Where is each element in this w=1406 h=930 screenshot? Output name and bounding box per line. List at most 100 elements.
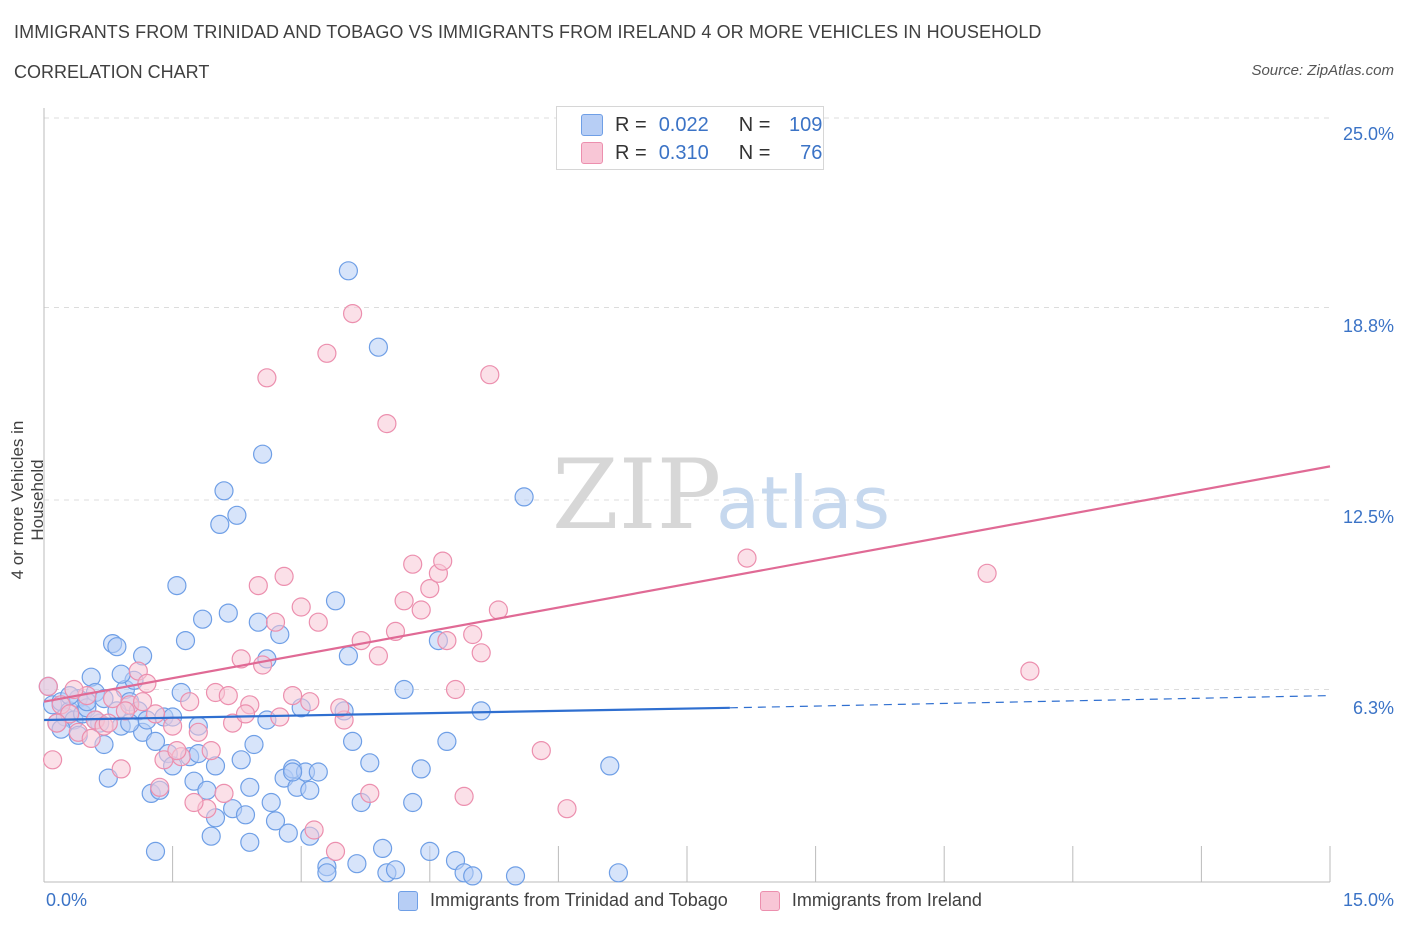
data-point-trinidad xyxy=(308,762,328,782)
data-point-trinidad xyxy=(111,664,131,684)
data-point-trinidad xyxy=(514,487,534,507)
data-point-trinidad xyxy=(107,637,127,657)
data-point-ireland xyxy=(38,676,58,697)
legend-label-ireland: Immigrants from Ireland xyxy=(791,890,982,910)
data-point-trinidad xyxy=(437,731,457,752)
data-point-trinidad xyxy=(210,514,230,535)
data-point-ireland xyxy=(291,597,311,617)
data-point-ireland xyxy=(325,841,346,862)
data-point-trinidad xyxy=(278,823,298,843)
swatch-trinidad xyxy=(581,114,603,136)
data-point-trinidad xyxy=(214,481,234,501)
data-point-trinidad xyxy=(201,826,221,846)
chart-subtitle: CORRELATION CHART xyxy=(14,62,210,82)
data-point-trinidad xyxy=(265,811,286,831)
data-point-ireland xyxy=(274,566,294,587)
data-point-ireland xyxy=(343,304,363,324)
data-point-ireland xyxy=(163,716,183,736)
trend-line-ireland xyxy=(43,465,1331,703)
data-point-ireland xyxy=(445,679,466,700)
data-point-ireland xyxy=(737,548,757,568)
watermark-atlas: atlas xyxy=(716,461,890,545)
data-point-ireland xyxy=(300,692,320,712)
data-point-ireland xyxy=(471,643,491,663)
data-point-ireland xyxy=(377,414,397,434)
data-point-ireland xyxy=(351,630,371,651)
data-point-ireland xyxy=(454,786,474,807)
data-point-trinidad xyxy=(145,841,166,862)
data-point-ireland xyxy=(180,692,200,712)
data-point-ireland xyxy=(308,612,328,632)
data-point-trinidad xyxy=(98,768,118,788)
legend-label-trinidad: Immigrants from Trinidad and Tobago xyxy=(430,890,728,910)
data-point-ireland xyxy=(223,713,243,733)
r-label: R = xyxy=(615,113,647,136)
y-tick-label: 6.3% xyxy=(1352,698,1394,718)
data-point-trinidad xyxy=(253,444,273,464)
stats-row-trinidad: R = 0.022 N = 109 xyxy=(581,113,822,137)
data-point-trinidad xyxy=(360,753,380,773)
y-tick-label: 18.8% xyxy=(1342,316,1394,336)
data-point-ireland xyxy=(81,728,101,749)
data-point-trinidad xyxy=(261,792,281,813)
data-point-trinidad xyxy=(227,505,247,525)
data-point-ireland xyxy=(368,646,388,666)
data-point-ireland xyxy=(265,612,286,632)
data-point-ireland xyxy=(360,783,380,804)
data-point-ireland xyxy=(231,649,251,669)
data-point-trinidad xyxy=(343,731,363,752)
data-point-trinidad xyxy=(248,612,268,632)
data-point-trinidad xyxy=(505,866,526,886)
data-point-ireland xyxy=(47,713,67,733)
data-point-trinidad xyxy=(244,734,264,755)
data-point-trinidad xyxy=(338,261,358,281)
data-point-ireland xyxy=(283,685,303,706)
data-point-ireland xyxy=(64,679,84,700)
data-point-ireland xyxy=(150,777,170,797)
data-point-trinidad xyxy=(325,591,346,611)
series-legend: Immigrants from Trinidad and Tobago Immi… xyxy=(398,890,1014,911)
data-point-trinidad xyxy=(300,780,320,800)
data-point-trinidad xyxy=(240,777,260,797)
data-point-trinidad xyxy=(218,603,238,623)
data-point-trinidad xyxy=(368,337,388,357)
data-point-ireland xyxy=(214,783,234,804)
y-tick-label: 25.0% xyxy=(1342,124,1394,144)
data-point-ireland xyxy=(184,792,204,813)
data-point-ireland xyxy=(1020,661,1040,681)
axes xyxy=(43,108,1331,883)
watermark-zip: ZIP xyxy=(552,439,721,551)
data-point-ireland xyxy=(235,704,256,724)
data-point-ireland xyxy=(167,740,187,761)
data-point-ireland xyxy=(330,698,350,718)
data-point-trinidad xyxy=(600,756,620,776)
data-point-ireland xyxy=(433,551,453,571)
data-point-trinidad xyxy=(175,630,196,651)
data-point-trinidad xyxy=(411,759,431,779)
n-value: 76 xyxy=(800,141,823,164)
data-point-trinidad xyxy=(167,575,187,596)
data-point-ireland xyxy=(42,750,63,770)
data-point-ireland xyxy=(218,685,238,706)
data-point-ireland xyxy=(394,591,414,611)
data-point-ireland xyxy=(420,578,440,599)
legend-item-ireland[interactable]: Immigrants from Ireland xyxy=(759,890,982,911)
stats-legend: R = 0.022 N = 109 R = 0.310 N = 76 xyxy=(556,106,824,170)
data-point-ireland xyxy=(411,600,431,620)
data-point-trinidad xyxy=(145,731,166,752)
legend-item-trinidad[interactable]: Immigrants from Trinidad and Tobago xyxy=(398,890,728,911)
data-point-trinidad xyxy=(403,792,423,813)
data-point-trinidad xyxy=(385,860,406,880)
data-point-ireland xyxy=(304,820,324,840)
stats-row-ireland: R = 0.310 N = 76 xyxy=(581,141,822,165)
series-trinidad-points xyxy=(38,261,629,886)
data-point-trinidad xyxy=(338,646,358,666)
data-point-trinidad xyxy=(471,701,491,721)
r-label: R = xyxy=(615,141,647,164)
data-point-ireland xyxy=(111,759,131,779)
data-point-trinidad xyxy=(347,854,367,874)
data-point-ireland xyxy=(257,368,277,388)
swatch-ireland xyxy=(581,142,603,164)
data-point-ireland xyxy=(557,799,577,819)
